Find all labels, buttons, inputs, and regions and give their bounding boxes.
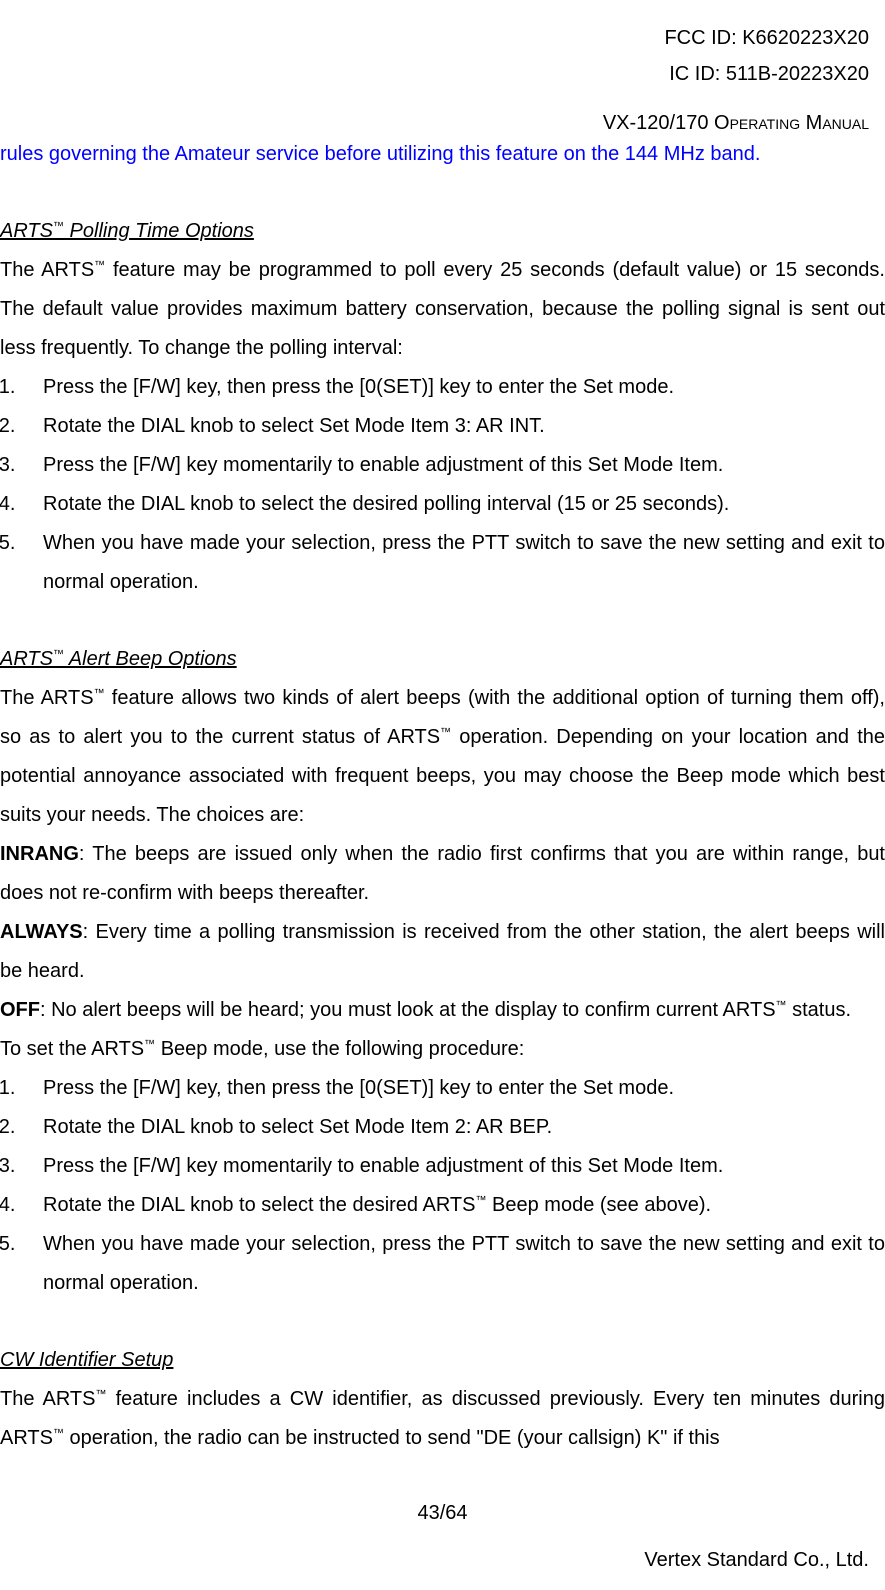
- choice-term: OFF: [0, 999, 40, 1021]
- doc-title-rest: Operating Manual: [714, 112, 869, 134]
- choice-off: OFF: No alert beeps will be heard; you m…: [0, 991, 885, 1030]
- section1-steps: Press the [F/W] key, then press the [0(S…: [0, 368, 885, 602]
- step4-a: Rotate the DIAL knob to select the desir…: [43, 1194, 475, 1216]
- choice-term: ALWAYS: [0, 921, 83, 943]
- list-item: Press the [F/W] key, then press the [0(S…: [21, 1069, 885, 1108]
- ic-id: IC ID: 511B-20223X20: [16, 56, 869, 92]
- choice-desc: : The beeps are issued only when the rad…: [0, 843, 885, 904]
- section1-heading: ARTS™ Polling Time Options: [0, 212, 885, 251]
- section1-heading-pre: ARTS: [0, 220, 53, 242]
- tm-icon: ™: [144, 1038, 155, 1050]
- section2-steps: Press the [F/W] key, then press the [0(S…: [0, 1069, 885, 1303]
- page-number: 43/64: [0, 1494, 885, 1533]
- section3-heading: CW Identifier Setup: [0, 1341, 885, 1380]
- tm-icon: ™: [53, 220, 64, 232]
- fcc-id: FCC ID: K6620223X20: [16, 20, 869, 56]
- section1-intro: The ARTS™ feature may be programmed to p…: [0, 251, 885, 368]
- section2-intro: The ARTS™ feature allows two kinds of al…: [0, 679, 885, 835]
- content-body: rules governing the Amateur service befo…: [0, 135, 885, 1580]
- list-item: Rotate the DIAL knob to select the desir…: [21, 485, 885, 524]
- list-item: Press the [F/W] key momentarily to enabl…: [21, 446, 885, 485]
- section1-intro-2: feature may be programmed to poll every …: [0, 259, 885, 359]
- doc-title: VX-120/170 Operating Manual: [0, 92, 885, 135]
- section1-heading-post: Polling Time Options: [64, 220, 254, 242]
- list-item: Rotate the DIAL knob to select Set Mode …: [21, 1108, 885, 1147]
- choice-inrang: INRANG: The beeps are issued only when t…: [0, 835, 885, 913]
- blue-note: rules governing the Amateur service befo…: [0, 135, 885, 174]
- doc-title-model: VX-120/170: [603, 112, 714, 134]
- section3-body: The ARTS™ feature includes a CW identifi…: [0, 1380, 885, 1458]
- tm-icon: ™: [53, 648, 64, 660]
- list-item: Rotate the DIAL knob to select the desir…: [21, 1186, 885, 1225]
- section2-procedure: To set the ARTS™ Beep mode, use the foll…: [0, 1030, 885, 1069]
- tm-icon: ™: [475, 1194, 486, 1206]
- section2-heading: ARTS™ Alert Beep Options: [0, 640, 885, 679]
- choice-off-desc-b: status.: [787, 999, 851, 1021]
- choice-desc: : Every time a polling transmission is r…: [0, 921, 885, 982]
- section2-intro-a: The ARTS: [0, 687, 94, 709]
- list-item: Press the [F/W] key, then press the [0(S…: [21, 368, 885, 407]
- company-name: Vertex Standard Co., Ltd.: [0, 1533, 885, 1580]
- section2-proc-a: To set the ARTS: [0, 1038, 144, 1060]
- tm-icon: ™: [95, 1388, 106, 1400]
- section2-heading-pre: ARTS: [0, 648, 53, 670]
- section2-proc-b: Beep mode, use the following procedure:: [155, 1038, 524, 1060]
- tm-icon: ™: [94, 687, 105, 699]
- section2-heading-post: Alert Beep Options: [64, 648, 237, 670]
- list-item: Rotate the DIAL knob to select Set Mode …: [21, 407, 885, 446]
- tm-icon: ™: [776, 999, 787, 1011]
- tm-icon: ™: [440, 726, 451, 738]
- tm-icon: ™: [53, 1427, 64, 1439]
- list-item: When you have made your selection, press…: [21, 1225, 885, 1303]
- page: FCC ID: K6620223X20 IC ID: 511B-20223X20…: [0, 0, 885, 1590]
- section1-intro-1: The ARTS: [0, 259, 94, 281]
- tm-icon: ™: [94, 259, 105, 271]
- choice-always: ALWAYS: Every time a polling transmissio…: [0, 913, 885, 991]
- section3-body-c: operation, the radio can be instructed t…: [64, 1427, 720, 1449]
- list-item: When you have made your selection, press…: [21, 524, 885, 602]
- section3-body-a: The ARTS: [0, 1388, 95, 1410]
- header-ids: FCC ID: K6620223X20 IC ID: 511B-20223X20: [0, 20, 885, 92]
- list-item: Press the [F/W] key momentarily to enabl…: [21, 1147, 885, 1186]
- choice-term: INRANG: [0, 843, 79, 865]
- choice-off-desc-a: : No alert beeps will be heard; you must…: [40, 999, 776, 1021]
- step4-b: Beep mode (see above).: [486, 1194, 711, 1216]
